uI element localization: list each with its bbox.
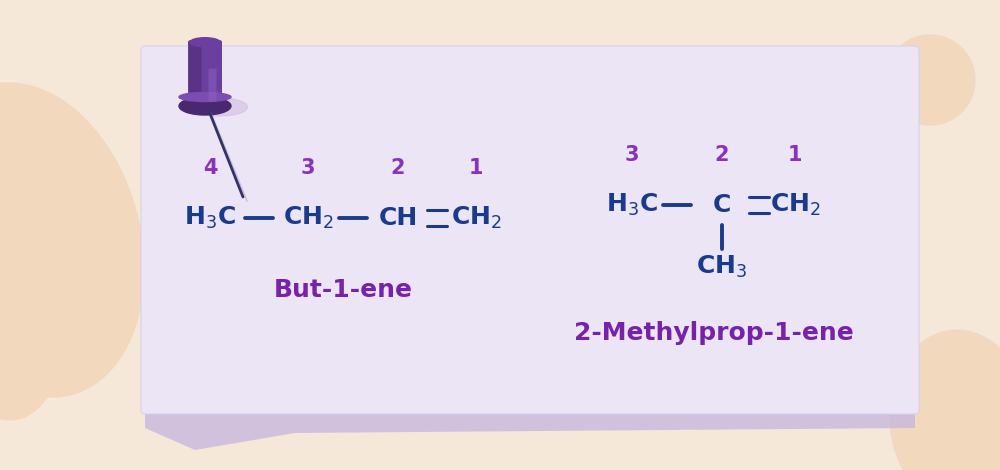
Text: CH$_2$: CH$_2$	[283, 205, 333, 231]
Ellipse shape	[0, 280, 60, 420]
Text: But-1-ene: But-1-ene	[274, 278, 413, 302]
Text: H$_3$C: H$_3$C	[184, 205, 236, 231]
Ellipse shape	[179, 93, 231, 102]
FancyBboxPatch shape	[189, 41, 201, 105]
Text: 2: 2	[715, 145, 729, 165]
Text: 2: 2	[391, 158, 405, 178]
Ellipse shape	[890, 330, 1000, 470]
Text: C: C	[713, 193, 731, 217]
Text: CH$_2$: CH$_2$	[451, 205, 501, 231]
Text: CH$_2$: CH$_2$	[770, 192, 820, 218]
Text: CH: CH	[378, 206, 418, 230]
Ellipse shape	[885, 35, 975, 125]
Text: 2-Methylprop-1-ene: 2-Methylprop-1-ene	[574, 321, 853, 345]
Ellipse shape	[192, 98, 247, 116]
Text: 3: 3	[301, 158, 315, 178]
Ellipse shape	[179, 97, 231, 115]
FancyBboxPatch shape	[208, 69, 216, 102]
FancyBboxPatch shape	[141, 46, 919, 414]
Ellipse shape	[0, 83, 144, 397]
Text: 1: 1	[788, 145, 802, 165]
Ellipse shape	[190, 38, 220, 47]
Text: CH$_3$: CH$_3$	[696, 254, 748, 280]
Text: 4: 4	[203, 158, 217, 178]
Polygon shape	[145, 393, 915, 450]
Text: 3: 3	[625, 145, 639, 165]
Text: 1: 1	[469, 158, 483, 178]
Text: H$_3$C: H$_3$C	[606, 192, 658, 218]
FancyBboxPatch shape	[188, 40, 222, 106]
